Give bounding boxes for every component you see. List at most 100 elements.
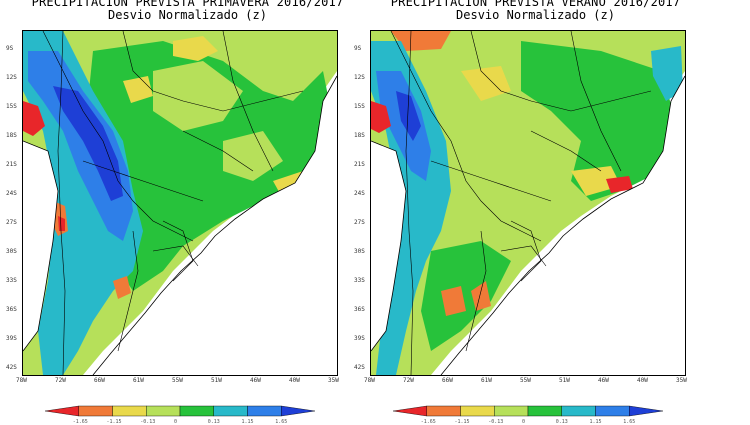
blue-band <box>28 51 133 241</box>
colorbar-label: -1.65 <box>420 419 436 425</box>
latitude-tick-label: 33S <box>354 277 365 284</box>
colorbar-label: 0 <box>174 419 178 425</box>
colorbar-segment <box>426 405 461 417</box>
longitude-tick-label: 46W <box>250 377 261 384</box>
longitude-tick-label: 40W <box>637 377 648 384</box>
longitude-tick-label: 51W <box>559 377 570 384</box>
colorbar-segment <box>460 405 495 417</box>
latitude-tick-label: 18S <box>354 132 365 139</box>
map-subtitle: Desvio Normalizado (z) <box>108 8 267 22</box>
map-title: PRECIPITACION PREVISTA VERANO 2016/2017 <box>390 0 681 9</box>
longitude-tick-label: 40W <box>289 377 300 384</box>
precipitation-map <box>22 30 338 376</box>
yellow-patch-2 <box>123 76 153 103</box>
colorbar-label: -0.13 <box>488 419 504 425</box>
colorbar-segment <box>494 405 529 417</box>
coastline <box>440 75 685 375</box>
latitude-tick-label: 24S <box>6 190 17 197</box>
country-borders <box>390 31 652 375</box>
pacific-ocean <box>23 141 58 351</box>
colorbar-segment <box>213 405 248 417</box>
map-subtitle: Desvio Normalizado (z) <box>456 8 615 22</box>
colorbar <box>45 405 315 417</box>
colorbar-segment <box>527 405 562 417</box>
map-panel-verano: PRECIPITACION PREVISTA VERANO 2016/2017 … <box>348 0 723 425</box>
longitude-tick-label: 35W <box>676 377 687 384</box>
colorbar-label: 1.65 <box>275 419 288 425</box>
longitude-tick-label: 78W <box>364 377 375 384</box>
red-coast-2 <box>58 216 65 231</box>
colorbar-label: 1.15 <box>241 419 254 425</box>
colorbar-segment <box>561 405 596 417</box>
lightgreen-patch-2 <box>223 131 283 181</box>
map-panel-primavera: PRECIPITACION PREVISTA PRIMAVERA 2016/20… <box>0 0 375 425</box>
map-title: PRECIPITACION PREVISTA PRIMAVERA 2016/20… <box>31 0 344 9</box>
colorbar-segment <box>281 405 315 417</box>
orange-patch-mid <box>441 286 466 316</box>
darkblue-core <box>53 86 123 201</box>
latitude-tick-label: 21S <box>6 161 17 168</box>
coastline <box>92 75 337 375</box>
colorbar-segment <box>595 405 630 417</box>
longitude-tick-label: 46W <box>598 377 609 384</box>
colorbar-segment <box>112 405 147 417</box>
latitude-tick-label: 27S <box>6 219 17 226</box>
yellow-patch-1 <box>461 66 511 101</box>
orange-patch <box>113 276 131 299</box>
yellow-patch-2 <box>571 166 621 196</box>
pacific-coastline <box>23 140 59 352</box>
green-region-east <box>83 41 333 291</box>
longitude-tick-label: 61W <box>481 377 492 384</box>
colorbar-label: 1.65 <box>623 419 636 425</box>
latitude-tick-label: 36S <box>354 306 365 313</box>
latitude-tick-label: 12S <box>6 74 17 81</box>
colorbar-label: -1.15 <box>454 419 470 425</box>
longitude-tick-label: 55W <box>520 377 531 384</box>
latitude-tick-label: 33S <box>6 277 17 284</box>
colorbar-label: 0.13 <box>207 419 220 425</box>
longitude-tick-label: 66W <box>94 377 105 384</box>
cyan-patch-east <box>651 46 683 101</box>
atlantic-ocean <box>441 76 685 375</box>
lightgreen-patch-1 <box>153 61 243 131</box>
colorbar-label: 0.13 <box>555 419 568 425</box>
colorbar-segment <box>247 405 282 417</box>
colorbar <box>393 405 663 417</box>
pacific-ocean <box>371 141 406 351</box>
cyan-band <box>23 31 143 375</box>
colorbar-segment <box>629 405 663 417</box>
colorbar-label: -1.65 <box>72 419 88 425</box>
red-coast-east <box>606 176 633 193</box>
darkblue-core <box>396 91 421 141</box>
atlantic-ocean <box>93 76 337 375</box>
colorbar-segment <box>179 405 214 417</box>
colorbar-label: 0 <box>522 419 526 425</box>
latitude-tick-label: 12S <box>354 74 365 81</box>
longitude-tick-label: 72W <box>403 377 414 384</box>
orange-patch-mid2 <box>471 281 491 311</box>
longitude-tick-label: 78W <box>16 377 27 384</box>
latitude-tick-label: 9S <box>6 45 14 52</box>
country-borders <box>42 31 304 375</box>
latitude-tick-label: 18S <box>6 132 17 139</box>
latitude-tick-label: 15S <box>354 103 365 110</box>
latitude-tick-label: 21S <box>354 161 365 168</box>
yellow-patch-1 <box>173 36 218 61</box>
latitude-tick-label: 27S <box>354 219 365 226</box>
latitude-tick-label: 30S <box>354 248 365 255</box>
latitude-tick-label: 30S <box>6 248 17 255</box>
colorbar-segment <box>393 405 427 417</box>
red-coast <box>371 101 391 133</box>
longitude-tick-label: 35W <box>328 377 339 384</box>
latitude-tick-label: 24S <box>354 190 365 197</box>
latitude-tick-label: 39S <box>6 335 17 342</box>
colorbar-segment <box>45 405 79 417</box>
blue-band <box>376 71 431 181</box>
latitude-tick-label: 9S <box>354 45 362 52</box>
red-coast <box>23 101 45 136</box>
colorbar-label: -0.13 <box>140 419 156 425</box>
pacific-coastline <box>371 140 407 352</box>
longitude-tick-label: 66W <box>442 377 453 384</box>
green-region-south <box>421 241 511 351</box>
colorbar-segment <box>78 405 113 417</box>
